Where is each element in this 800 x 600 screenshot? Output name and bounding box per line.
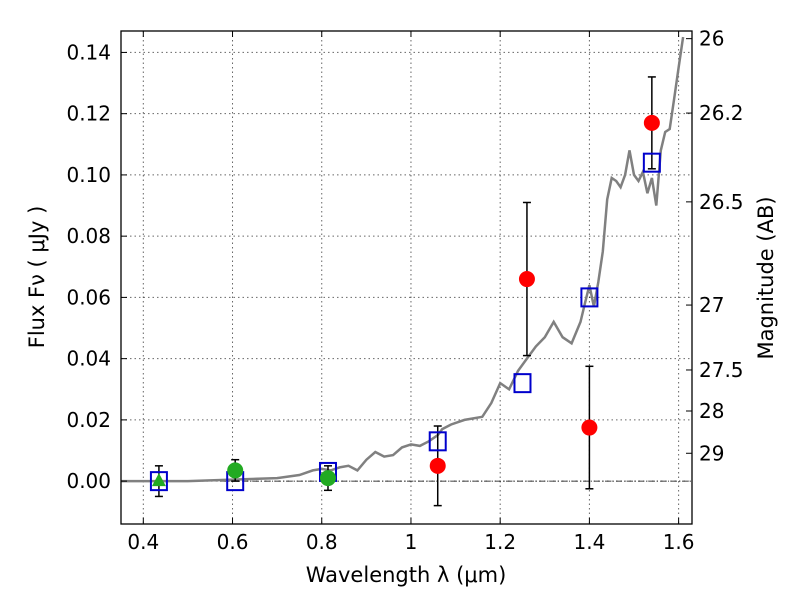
y-axis-label: Flux Fν ( μJy ) [25,206,49,349]
y-tick-label: 0.10 [66,163,111,187]
grid-lines [121,31,692,524]
magnitude-tick-label: 28 [699,399,724,423]
magnitude-tick-label: 27 [699,293,724,317]
x-tick-label: 1.2 [484,530,516,554]
y-tick-label: 0.00 [66,469,111,493]
plot-area [121,36,685,507]
y-tick-label: 0.12 [66,102,111,126]
magnitude-tick-label: 27.5 [699,358,744,382]
y-tick-label: 0.02 [66,408,111,432]
optical-point [227,462,244,479]
optical-point [319,470,336,487]
axes-frame [120,30,693,525]
y-tick-label: 0.14 [66,40,111,64]
magnitude-tick-label: 26.5 [699,190,744,214]
x-tick-label: 0.4 [127,530,159,554]
model-spectrum-line [121,36,685,483]
model-photometry-square [580,287,599,308]
detection-point [518,271,535,288]
x-tick-label: 1.4 [573,530,605,554]
magnitude-tick-label: 26.2 [699,101,744,125]
ticks: 0.4 0.6 0.8 1 1.2 1.4 1.6 0.00 0.02 0.04 0.06 0.08 0… [66,27,743,554]
x-tick-label: 1.6 [663,530,695,554]
detection-point [429,457,446,474]
y-tick-label: 0.04 [66,347,111,371]
detection-point [643,114,660,131]
model-photometry-square [149,471,168,492]
detection-point [581,419,598,436]
x-tick-label: 0.6 [217,530,249,554]
model-photometry-square [513,373,532,394]
optical-triangle-point [151,473,166,487]
x-axis-label: Wavelength λ (μm) [306,563,507,587]
y-tick-label: 0.08 [66,224,111,248]
y-tick-label: 0.06 [66,285,111,309]
magnitude-tick-label: 29 [699,441,724,465]
magnitude-axis-label: Magnitude (AB) [754,196,778,359]
magnitude-tick-label: 26 [699,27,724,51]
x-tick-label: 1 [405,530,418,554]
model-photometry-square [428,431,447,452]
x-tick-label: 0.8 [306,530,338,554]
model-photometry-square [642,152,661,173]
